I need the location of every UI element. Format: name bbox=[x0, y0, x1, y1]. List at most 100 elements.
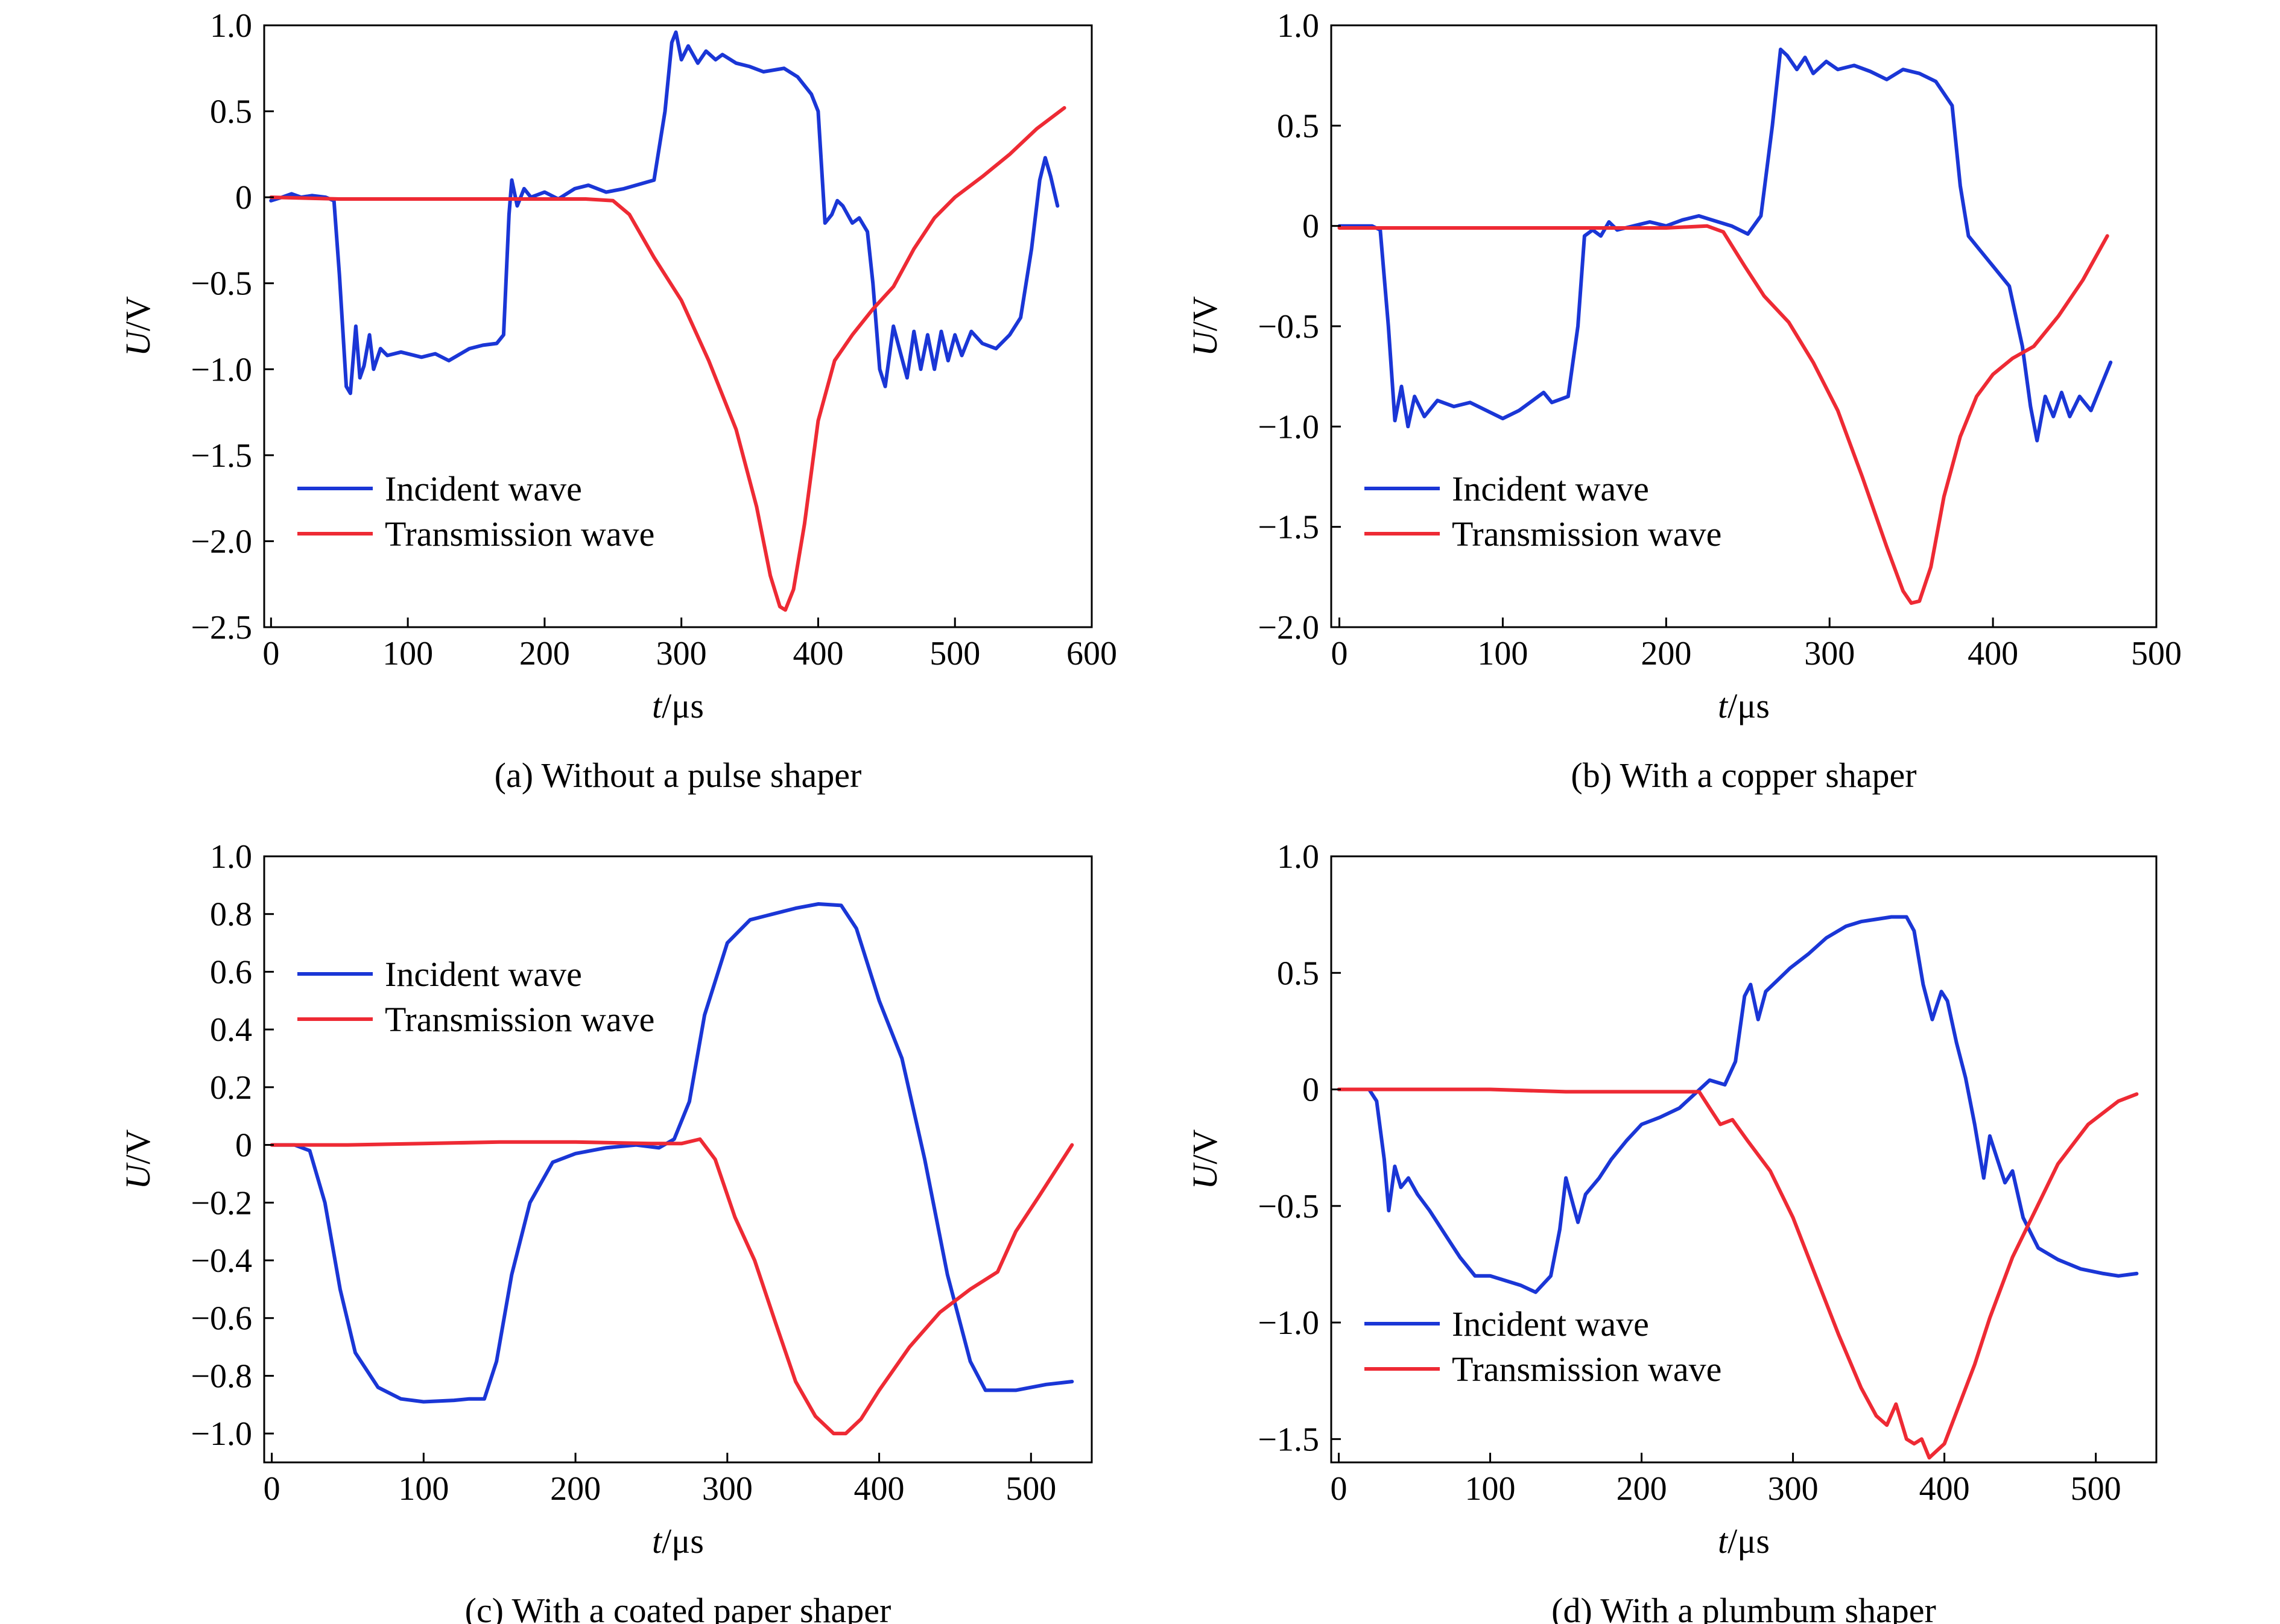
panel-caption: (a) Without a pulse shaper bbox=[495, 756, 862, 795]
y-tick-label: −1.0 bbox=[191, 351, 252, 388]
chart-panel-a: 0 100 200 300 400 500 600 1.0 0.5 0 −0.5 −1.0 −1.5 −2… bbox=[118, 7, 1117, 795]
y-tick-label: 0 bbox=[235, 179, 252, 216]
y-tick-label: 0 bbox=[235, 1127, 252, 1164]
plot-frame bbox=[263, 24, 1093, 628]
y-tick-label: −0.6 bbox=[191, 1300, 252, 1338]
y-tick-label: −2.0 bbox=[191, 523, 252, 560]
x-tick-label: 0 bbox=[1331, 635, 1348, 672]
y-tick-label: 1.0 bbox=[210, 838, 252, 876]
y-tick-label: −0.5 bbox=[191, 265, 252, 303]
plot-frame bbox=[1330, 855, 2158, 1464]
x-axis-label: t/μs bbox=[1718, 1521, 1770, 1561]
y-tick-label: 0.8 bbox=[210, 896, 252, 934]
x-tick-label: 600 bbox=[1066, 635, 1117, 672]
y-axis-label-unit: /V bbox=[118, 1129, 157, 1164]
chart-panel-c: 0 100 200 300 400 500 1.0 0.8 0.6 0.4 0.2 0 −0.2 −0.4… bbox=[118, 838, 1093, 1624]
plot-frame bbox=[263, 855, 1093, 1464]
y-tick-label: −0.4 bbox=[191, 1242, 252, 1280]
y-axis-label-symbol: U bbox=[1185, 1161, 1224, 1189]
series-line-incident bbox=[1337, 47, 2113, 443]
y-axis-label: U/V bbox=[118, 296, 157, 356]
x-tick-label: 300 bbox=[656, 635, 707, 672]
y-tick-label: 0.5 bbox=[1277, 955, 1319, 992]
x-axis-label-unit: /μs bbox=[662, 686, 704, 725]
y-tick-label: −1.5 bbox=[1258, 509, 1319, 546]
y-tick-label: 0 bbox=[1302, 1072, 1319, 1109]
x-tick-label: 300 bbox=[1804, 635, 1855, 672]
x-axis-label-symbol: t bbox=[1718, 686, 1729, 725]
x-tick-label: 0 bbox=[264, 1470, 280, 1508]
y-tick-label: −2.5 bbox=[191, 609, 252, 646]
y-tick-label: 0.6 bbox=[210, 953, 252, 991]
series-line-incident bbox=[1337, 915, 2139, 1294]
legend: Incident wave Transmission wave bbox=[297, 469, 654, 554]
x-tick-label: 0 bbox=[262, 635, 279, 672]
x-tick-label: 500 bbox=[2071, 1470, 2121, 1508]
series-line-transmission bbox=[1337, 1087, 2139, 1460]
y-axis-label: U/V bbox=[118, 1129, 157, 1189]
x-tick-label: 500 bbox=[929, 635, 980, 672]
y-tick-label: −0.5 bbox=[1258, 1188, 1319, 1225]
legend: Incident wave Transmission wave bbox=[1364, 469, 1721, 554]
y-axis-label-symbol: U bbox=[118, 329, 157, 356]
series-line-transmission bbox=[1337, 224, 2109, 605]
legend-label-incident: Incident wave bbox=[385, 955, 582, 994]
y-tick-label: −1.0 bbox=[1258, 408, 1319, 446]
x-tick-label: 300 bbox=[1768, 1470, 1819, 1508]
legend: Incident wave Transmission wave bbox=[297, 955, 654, 1039]
y-tick-label: −2.0 bbox=[1258, 609, 1319, 646]
y-axis-label-unit: /V bbox=[1185, 296, 1224, 331]
chart-panel-d: 0 100 200 300 400 500 1.0 0.5 0 −0.5 −1.0 −1.5 t/μs U… bbox=[1185, 838, 2158, 1624]
y-tick-label: −1.0 bbox=[1258, 1304, 1319, 1342]
x-axis-label-symbol: t bbox=[1718, 1521, 1729, 1561]
y-axis-label-symbol: U bbox=[1185, 329, 1224, 356]
x-tick-label: 500 bbox=[2131, 635, 2182, 672]
x-tick-label: 500 bbox=[1005, 1470, 1056, 1508]
x-axis-label-unit: /μs bbox=[1727, 1521, 1770, 1561]
legend-label-transmission: Transmission wave bbox=[385, 1000, 654, 1039]
y-tick-label: −0.2 bbox=[191, 1184, 252, 1222]
legend: Incident wave Transmission wave bbox=[1364, 1304, 1721, 1389]
series-line-incident bbox=[270, 902, 1074, 1404]
x-tick-label: 200 bbox=[1641, 635, 1691, 672]
x-axis-label: t/μs bbox=[652, 686, 704, 725]
x-tick-label: 300 bbox=[702, 1470, 753, 1508]
y-axis-label-symbol: U bbox=[118, 1161, 157, 1189]
x-tick-label: 200 bbox=[1617, 1470, 1667, 1508]
y-tick-label: 0.5 bbox=[1277, 107, 1319, 145]
y-tick-label: 1.0 bbox=[1277, 7, 1319, 45]
y-axis-label: U/V bbox=[1185, 296, 1224, 356]
y-axis-label-unit: /V bbox=[118, 296, 157, 331]
series-line-transmission bbox=[270, 1137, 1074, 1436]
y-tick-label: 0.4 bbox=[210, 1011, 252, 1049]
y-tick-label: −0.8 bbox=[191, 1357, 252, 1395]
legend-label-incident: Incident wave bbox=[385, 469, 582, 508]
series-line-transmission bbox=[269, 106, 1066, 612]
x-axis-label: t/μs bbox=[1718, 686, 1770, 725]
y-axis-label-unit: /V bbox=[1185, 1129, 1224, 1164]
panel-caption: (d) With a plumbum shaper bbox=[1551, 1591, 1936, 1624]
x-axis-label-symbol: t bbox=[652, 686, 663, 725]
x-tick-label: 100 bbox=[382, 635, 433, 672]
x-tick-label: 100 bbox=[1477, 635, 1528, 672]
y-tick-label: 0.5 bbox=[210, 93, 252, 131]
legend-label-incident: Incident wave bbox=[1452, 1304, 1649, 1344]
y-tick-label: 0.2 bbox=[210, 1069, 252, 1107]
legend-label-transmission: Transmission wave bbox=[1452, 514, 1721, 554]
y-tick-label: −1.0 bbox=[191, 1415, 252, 1453]
x-tick-label: 400 bbox=[854, 1470, 905, 1508]
y-tick-label: −1.5 bbox=[1258, 1421, 1319, 1458]
x-tick-label: 100 bbox=[1465, 1470, 1516, 1508]
y-tick-label: 0 bbox=[1302, 208, 1319, 245]
x-tick-label: 200 bbox=[519, 635, 570, 672]
x-tick-label: 400 bbox=[793, 635, 843, 672]
x-axis-label-unit: /μs bbox=[662, 1521, 704, 1561]
x-axis-label-unit: /μs bbox=[1727, 686, 1770, 725]
x-tick-label: 0 bbox=[1331, 1470, 1347, 1508]
chart-panel-b: 0 100 200 300 400 500 1.0 0.5 0 −0.5 −1.0 −1.5 −2.0 t… bbox=[1185, 7, 2182, 795]
series-line-incident bbox=[269, 30, 1060, 396]
x-tick-label: 100 bbox=[398, 1470, 449, 1508]
panel-caption: (c) With a coated paper shaper bbox=[465, 1591, 891, 1624]
y-tick-label: −0.5 bbox=[1258, 308, 1319, 346]
